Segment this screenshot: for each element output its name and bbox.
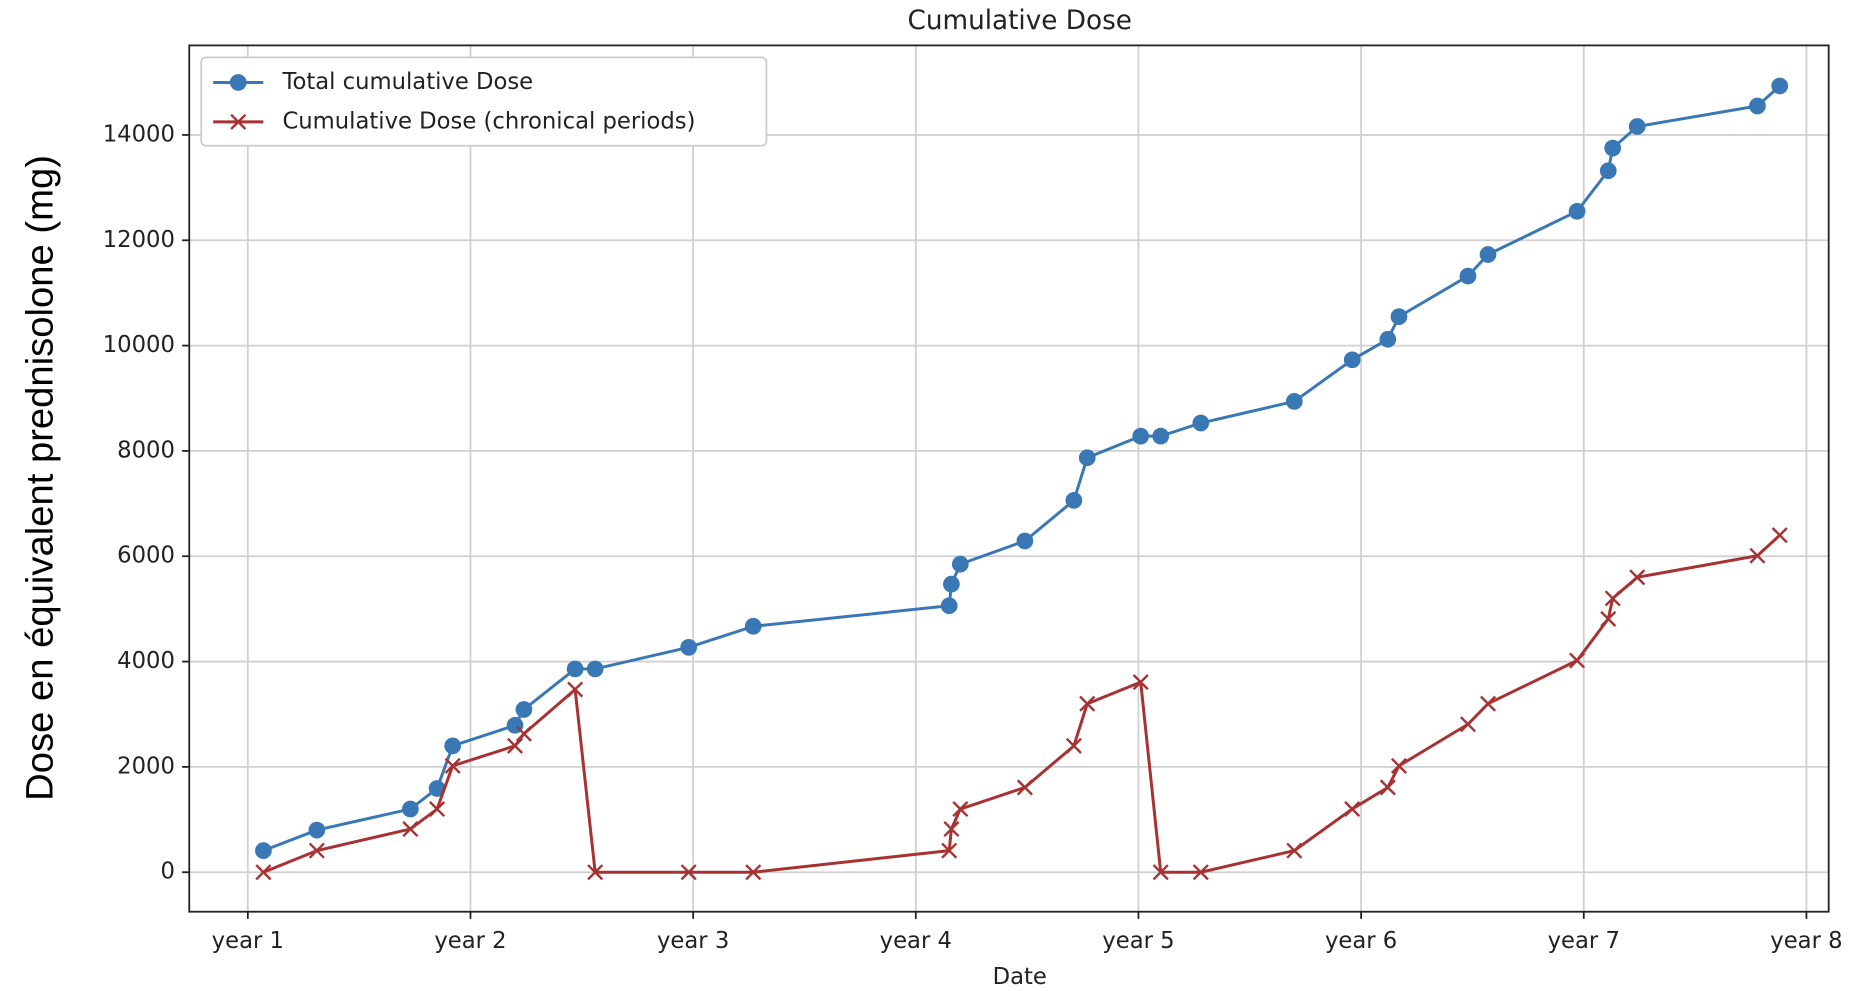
marker xyxy=(566,660,584,678)
marker xyxy=(1192,414,1210,432)
marker xyxy=(1749,547,1766,564)
marker xyxy=(1065,492,1083,509)
marker xyxy=(1016,532,1034,550)
marker xyxy=(1771,527,1788,544)
y-tick-label: 14000 xyxy=(103,121,175,147)
x-tick-label: year 1 xyxy=(212,928,284,954)
marker xyxy=(1604,590,1621,607)
marker xyxy=(1065,737,1082,754)
x-tick-label: year 2 xyxy=(434,928,506,954)
marker xyxy=(515,701,533,718)
marker xyxy=(1459,267,1477,285)
marker xyxy=(1390,308,1408,325)
legend-box xyxy=(200,56,768,147)
legend-marker xyxy=(229,74,247,91)
marker xyxy=(515,725,532,742)
legend-label: Total cumulative Dose xyxy=(281,69,533,95)
marker xyxy=(952,801,969,818)
marker xyxy=(567,681,584,698)
marker xyxy=(940,597,958,615)
marker xyxy=(429,801,446,818)
legend-label: Cumulative Dose (chronical periods) xyxy=(282,108,695,134)
marker xyxy=(951,555,969,573)
marker xyxy=(1390,757,1407,774)
y-tick-label: 6000 xyxy=(117,543,175,569)
marker xyxy=(1771,77,1789,95)
y-tick-label: 10000 xyxy=(103,332,175,358)
marker xyxy=(586,660,604,678)
marker xyxy=(680,638,698,656)
marker xyxy=(1379,330,1397,348)
legend-marker xyxy=(230,113,247,130)
marker xyxy=(943,821,960,838)
marker xyxy=(587,864,604,881)
marker xyxy=(255,864,272,881)
series-line xyxy=(262,534,1781,874)
y-axis-label: Dose en équivalent prednisolone (mg) xyxy=(18,155,61,801)
marker xyxy=(1604,139,1622,157)
y-tick-label: 12000 xyxy=(103,227,175,253)
marker xyxy=(1599,162,1617,180)
y-tick-label: 4000 xyxy=(117,648,175,674)
marker xyxy=(1132,674,1149,691)
y-tick-label: 2000 xyxy=(117,753,175,779)
chart-title: Cumulative Dose xyxy=(908,6,1132,36)
marker xyxy=(1379,779,1396,796)
x-tick-label: year 6 xyxy=(1325,928,1397,954)
marker xyxy=(1569,652,1586,669)
marker xyxy=(745,864,762,881)
x-tick-label: year 5 xyxy=(1102,928,1174,954)
marker xyxy=(1078,449,1096,467)
x-tick-label: year 8 xyxy=(1770,928,1842,954)
marker xyxy=(1480,695,1497,712)
marker xyxy=(1132,427,1150,445)
marker xyxy=(744,617,762,635)
plot-frame xyxy=(188,44,1830,913)
marker xyxy=(941,842,958,859)
marker xyxy=(1079,695,1096,712)
marker xyxy=(308,842,325,859)
x-tick-label: year 4 xyxy=(880,928,952,954)
marker xyxy=(1568,202,1586,220)
y-tick-label: 0 xyxy=(160,859,174,885)
marker xyxy=(401,800,419,818)
marker xyxy=(1285,393,1303,410)
marker xyxy=(444,737,462,755)
marker xyxy=(1192,864,1209,881)
marker xyxy=(444,757,461,774)
marker xyxy=(255,842,272,859)
marker xyxy=(308,821,326,839)
x-tick-label: year 7 xyxy=(1548,928,1620,954)
marker xyxy=(1286,842,1303,859)
marker xyxy=(680,864,697,881)
marker xyxy=(1152,427,1170,445)
marker xyxy=(1016,779,1033,796)
marker xyxy=(402,821,419,838)
marker xyxy=(506,737,524,754)
y-tick-label: 8000 xyxy=(117,437,175,463)
marker xyxy=(428,780,446,797)
marker xyxy=(1344,801,1361,818)
x-axis-label: Date xyxy=(993,964,1047,987)
marker xyxy=(1343,351,1361,369)
marker xyxy=(943,575,960,593)
marker xyxy=(1152,864,1169,881)
series-line xyxy=(262,84,1781,853)
legend: Total cumulative Dose Cumulative Dose (ch… xyxy=(200,56,768,147)
marker xyxy=(1628,118,1646,135)
x-tick-label: year 3 xyxy=(657,928,729,954)
marker xyxy=(1459,716,1476,733)
marker xyxy=(1600,610,1617,627)
marker xyxy=(1749,97,1766,115)
marker xyxy=(1479,246,1497,263)
marker xyxy=(1629,569,1646,586)
